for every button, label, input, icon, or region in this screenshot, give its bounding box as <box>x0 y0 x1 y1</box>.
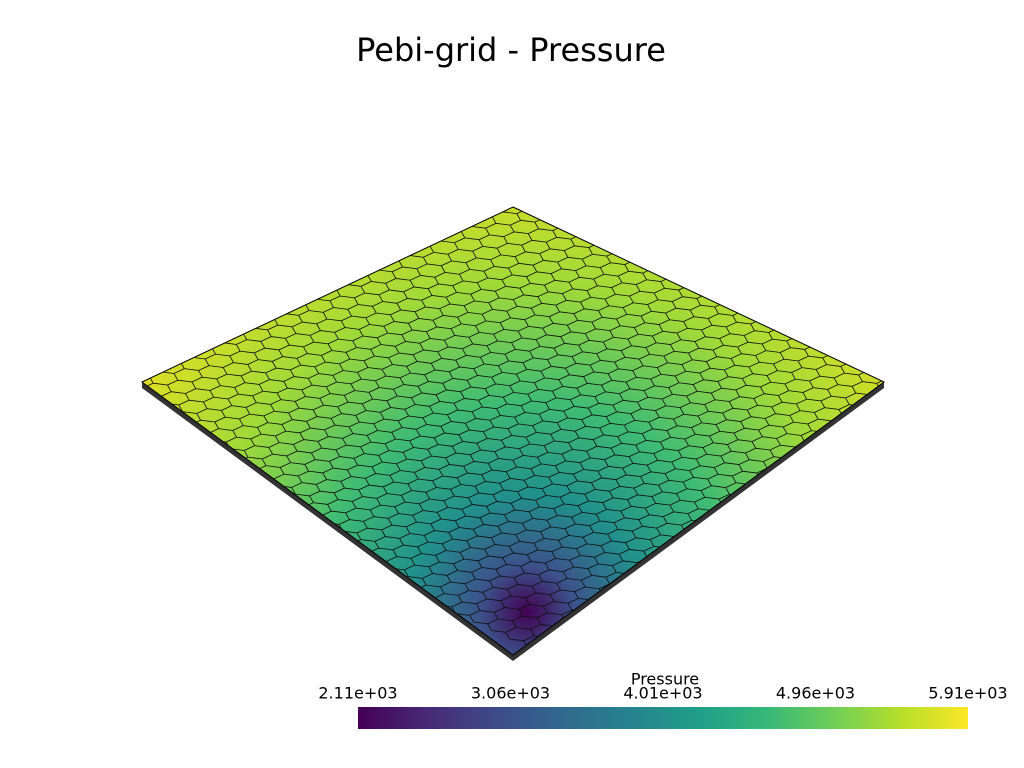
plate <box>141 206 885 656</box>
colorbar-tick-label: 3.06e+03 <box>471 684 550 703</box>
colorbar-tick-label: 4.96e+03 <box>776 684 855 703</box>
colorbar-title: Pressure <box>631 670 699 689</box>
colorbar: 2.11e+03 3.06e+03 4.01e+03 4.96e+03 5.91e+03 <box>318 684 1008 729</box>
colorbar-scale <box>358 707 968 729</box>
colorbar-tick-label: 5.91e+03 <box>928 684 1007 703</box>
colorbar-tick-label: 4.01e+03 <box>623 684 702 703</box>
colorbar-tick-label: 2.11e+03 <box>318 684 397 703</box>
chart-title: Pebi-grid - Pressure <box>356 31 666 69</box>
